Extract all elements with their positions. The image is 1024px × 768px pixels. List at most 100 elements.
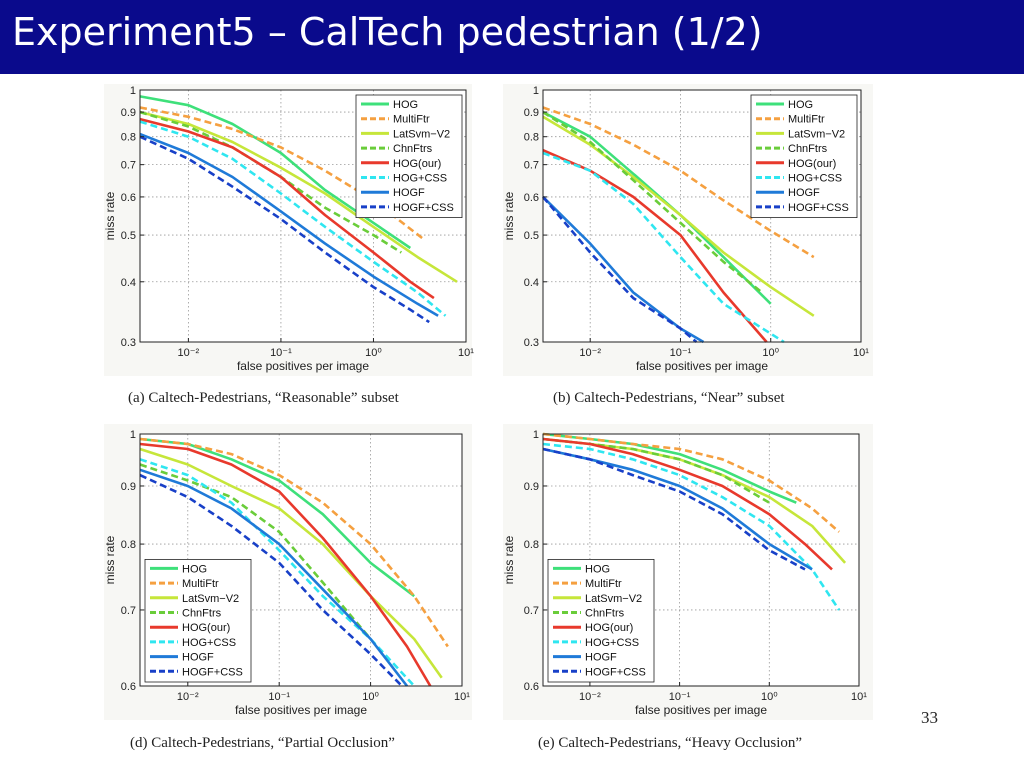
series-line-hogf [139,468,409,687]
legend-label-hogf: HOGF [182,652,214,664]
legend-box [750,94,858,218]
x-tick-label: 10⁰ [761,691,778,703]
legend-label-hogf-css: HOGF+CSS [585,666,646,678]
legend-label-hogf-css: HOGF+CSS [788,202,849,214]
axes-frame [542,433,860,687]
series-line-chnftrs [542,111,763,294]
legend-box [144,558,252,683]
x-tick-label: 10⁻¹ [669,691,691,703]
x-axis-label: false positives per image [237,359,369,373]
y-tick-label: 0.7 [121,160,136,172]
legend-label-multiftr: MultiFtr [182,578,219,590]
y-tick-label: 0.6 [121,681,136,693]
legend-label-latsvm-v2: LatSvm−V2 [585,593,642,605]
caption-partial-occlusion: (d) Caltech-Pedestrians, “Partial Occlus… [130,735,395,751]
series-line-multiftr [542,106,815,259]
y-tick-label: 1 [130,85,136,97]
legend-label-hogf-css: HOGF+CSS [393,202,454,214]
legend-label-hog: HOG [182,563,207,575]
series-line-hog-css [139,458,416,687]
series-line-hog-our [542,437,833,571]
legend-label-chnftrs: ChnFtrs [585,608,625,620]
legend-label-hog: HOG [393,99,418,111]
legend-label-hogf: HOGF [585,652,617,664]
y-tick-label: 0.7 [121,605,136,617]
series-line-latsvm-v2 [542,115,815,317]
y-axis-label: miss rate [502,191,516,240]
legend-label-hog-css: HOG+CSS [182,637,236,649]
legend-label-hog-our: HOG(our) [182,622,230,634]
y-tick-label: 1 [533,429,539,441]
legend-label-hogf: HOGF [788,187,820,199]
legend: HOG MultiFtr LatSvm−V2 ChnFtrs HOG(our) HOG+C… [144,558,252,683]
y-tick-label: 0.7 [524,605,539,617]
y-tick-label: 0.9 [121,481,136,493]
series-line-hog-our [139,117,435,300]
chart-svg: 10⁻² 10⁻¹ 10⁰ 10¹ 0.6 0.7 0.8 0.9 1 false positiv… [502,429,867,717]
axes-frame [542,89,862,343]
x-tick-label: 10¹ [454,691,470,703]
legend-label-chnftrs: ChnFtrs [182,608,222,620]
legend-label-multiftr: MultiFtr [393,114,430,126]
x-tick-label: 10⁰ [762,347,779,359]
legend-label-chnftrs: ChnFtrs [393,143,433,155]
series-line-hog-our [542,149,768,343]
series-line-hog-our [139,442,432,687]
series-line-hogf [139,132,439,317]
x-tick-label: 10⁻² [177,691,199,703]
legend-label-hog-our: HOG(our) [393,158,441,170]
legend-box [547,558,655,683]
chart-panel-heavy-occlusion: 10⁻² 10⁻¹ 10⁰ 10¹ 0.6 0.7 0.8 0.9 1 false positiv… [502,424,873,720]
legend-label-chnftrs: ChnFtrs [788,143,828,155]
caption-heavy-occlusion: (e) Caltech-Pedestrians, “Heavy Occlusio… [538,735,803,751]
legend-label-hog: HOG [585,563,610,575]
y-tick-label: 1 [130,429,136,441]
legend: HOG MultiFtr LatSvm−V2 ChnFtrs HOG(our) HOG+C… [355,94,463,218]
series-line-hog-css [139,120,447,317]
chart-panel-reasonable: 10⁻² 10⁻¹ 10⁰ 10¹ 0.3 0.4 0.5 0.6 0.7 0.8 0.9 1 fals… [103,84,474,376]
title-bar: Experiment5 – CalTech pedestrian (1/2) [0,0,1024,74]
legend-label-latsvm-v2: LatSvm−V2 [393,128,450,140]
y-tick-label: 0.9 [524,481,539,493]
legend-label-hog-css: HOG+CSS [788,173,842,185]
legend-label-hog: HOG [788,99,813,111]
y-tick-label: 0.3 [524,337,539,349]
series-line-hogf-css [542,447,806,571]
legend-label-hogf-css: HOGF+CSS [182,666,243,678]
page-number: 33 [921,708,938,727]
y-tick-label: 0.6 [121,192,136,204]
y-tick-label: 0.8 [121,539,136,551]
series-line-latsvm-v2 [139,110,458,283]
y-tick-label: 0.9 [524,107,539,119]
y-tick-label: 0.7 [524,160,539,172]
series-line-hogf-css [139,473,403,687]
x-tick-label: 10⁻² [178,347,200,359]
series-line-multiftr [139,437,449,648]
y-tick-label: 0.4 [524,277,539,289]
series-line-hogf [542,195,705,344]
chart-svg: 10⁻² 10⁻¹ 10⁰ 10¹ 0.3 0.4 0.5 0.6 0.7 0.8 0.9 1 fals… [502,85,869,373]
x-tick-label: 10⁻² [579,347,601,359]
legend-label-latsvm-v2: LatSvm−V2 [788,128,845,140]
x-tick-label: 10⁻¹ [270,347,292,359]
x-tick-label: 10¹ [853,347,869,359]
legend-box [355,94,463,218]
legend-label-hog-css: HOG+CSS [585,637,639,649]
legend: HOG MultiFtr LatSvm−V2 ChnFtrs HOG(our) HOG+C… [750,94,858,218]
x-tick-label: 10¹ [851,691,867,703]
y-tick-label: 0.5 [121,230,136,242]
y-axis-label: miss rate [103,191,117,240]
x-tick-label: 10⁻² [579,691,601,703]
series-line-latsvm-v2 [139,447,443,679]
legend-label-hog-our: HOG(our) [788,158,836,170]
series-line-chnftrs [139,463,372,640]
y-tick-label: 1 [533,85,539,97]
axes-frame [139,89,467,343]
y-axis-label: miss rate [103,535,117,584]
y-tick-label: 0.6 [524,681,539,693]
series-line-hog [139,95,412,250]
y-axis-label: miss rate [502,535,516,584]
y-tick-label: 0.6 [524,192,539,204]
legend-label-multiftr: MultiFtr [788,114,825,126]
y-tick-label: 0.8 [121,132,136,144]
